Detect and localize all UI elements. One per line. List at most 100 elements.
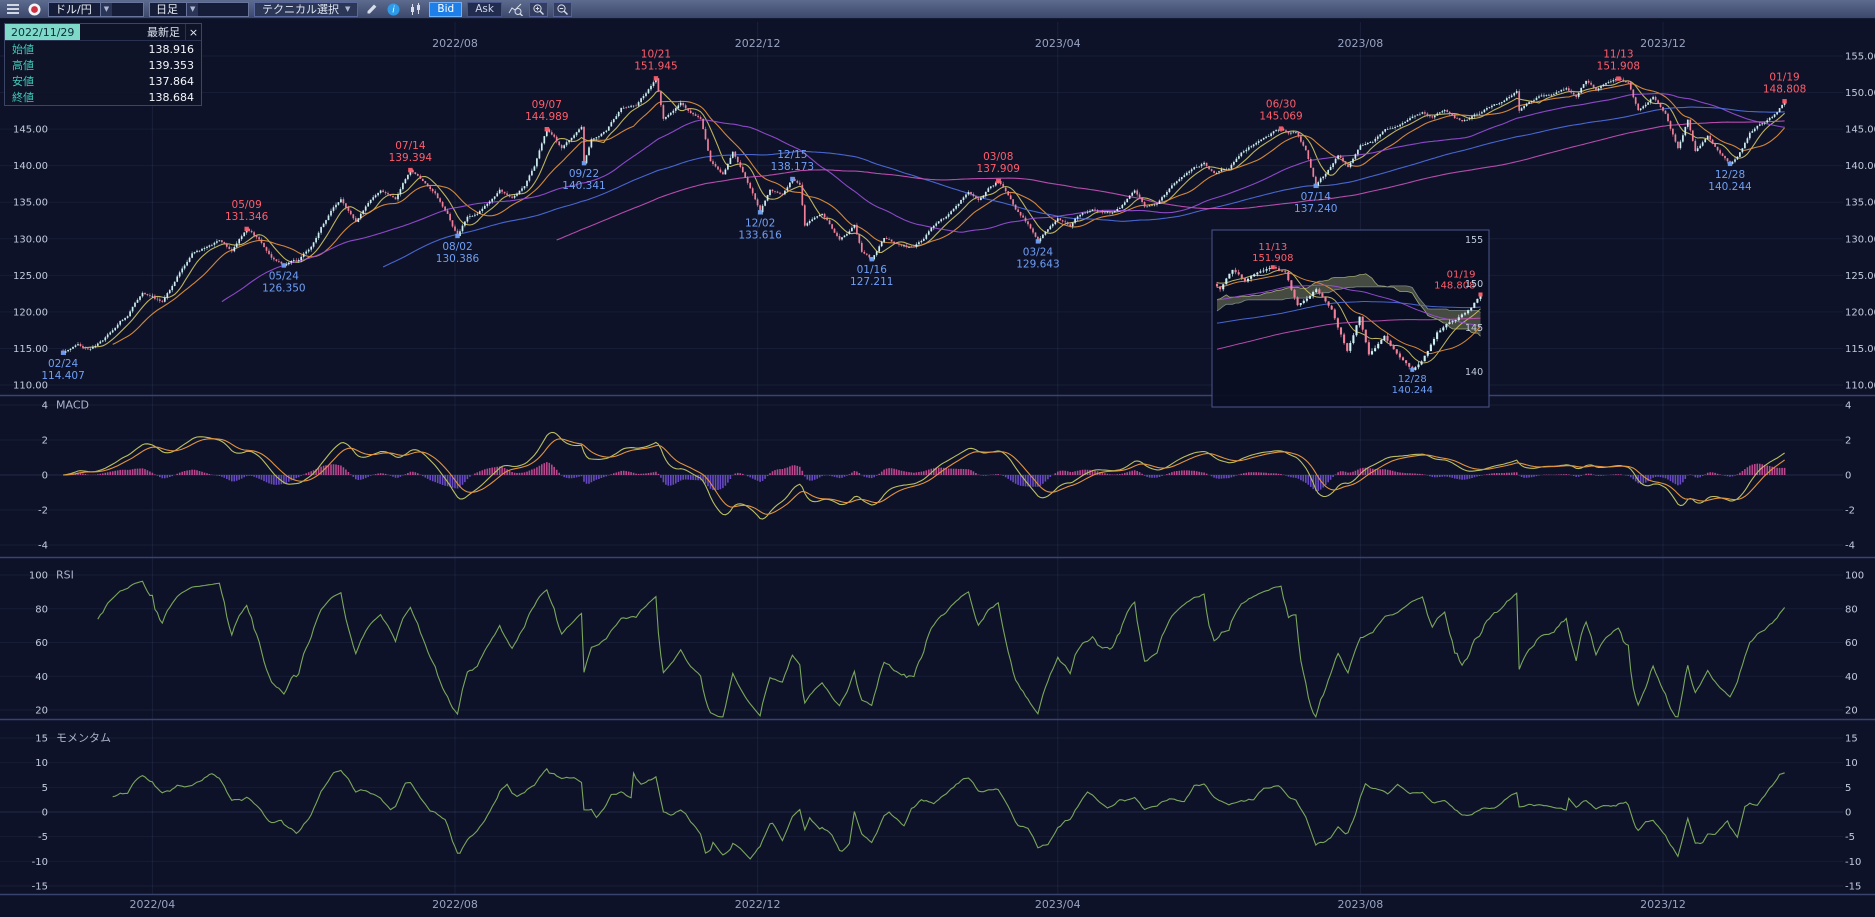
- svg-text:151.945: 151.945: [634, 60, 677, 72]
- svg-text:2022/08: 2022/08: [432, 898, 478, 911]
- svg-text:120.00: 120.00: [13, 307, 48, 318]
- svg-text:05/24: 05/24: [269, 270, 300, 282]
- date-field[interactable]: 2022/11/29: [5, 24, 81, 40]
- svg-text:140.00: 140.00: [13, 161, 48, 172]
- open-value: 138.916: [148, 42, 195, 56]
- info-panel-header: 2022/11/29 最新足 ×: [5, 24, 201, 41]
- momentum-panel: [112, 767, 1785, 860]
- high-value: 139.353: [148, 58, 195, 72]
- menu-icon[interactable]: [4, 2, 21, 17]
- chevron-down-icon: ▼: [99, 2, 113, 16]
- svg-text:-10: -10: [32, 857, 48, 868]
- chart-zoom-icon[interactable]: [507, 2, 524, 17]
- svg-text:151.908: 151.908: [1597, 61, 1640, 73]
- svg-text:145.00: 145.00: [1845, 125, 1875, 136]
- svg-text:-15: -15: [32, 881, 48, 892]
- zoom-out-icon[interactable]: [552, 1, 572, 17]
- svg-text:60: 60: [35, 638, 48, 649]
- bid-toggle-button[interactable]: Bid: [429, 1, 463, 17]
- svg-text:-5: -5: [38, 832, 48, 843]
- svg-text:12/02: 12/02: [745, 217, 775, 229]
- svg-text:133.616: 133.616: [738, 229, 782, 241]
- svg-text:110.00: 110.00: [13, 381, 48, 392]
- svg-text:150.00: 150.00: [1845, 88, 1875, 99]
- svg-text:145: 145: [1465, 323, 1483, 334]
- svg-text:2022/08: 2022/08: [432, 37, 478, 50]
- macd-panel: [63, 431, 1786, 520]
- info-icon[interactable]: i: [385, 2, 402, 17]
- svg-text:151.908: 151.908: [1252, 253, 1293, 264]
- svg-text:126.350: 126.350: [262, 282, 305, 294]
- svg-text:115.00: 115.00: [1845, 344, 1875, 355]
- svg-text:131.346: 131.346: [225, 211, 269, 223]
- svg-text:80: 80: [1845, 604, 1858, 615]
- svg-text:01/19: 01/19: [1447, 269, 1476, 280]
- candlesticks: [62, 76, 1786, 356]
- svg-text:09/07: 09/07: [532, 99, 562, 111]
- close-row: 終値 138.684: [5, 89, 201, 105]
- svg-text:12/28: 12/28: [1715, 169, 1745, 181]
- svg-text:5: 5: [42, 783, 48, 794]
- svg-text:2023/08: 2023/08: [1338, 37, 1384, 50]
- svg-text:140.00: 140.00: [1845, 161, 1875, 172]
- zoom-in-icon[interactable]: [528, 1, 548, 17]
- svg-text:137.240: 137.240: [1294, 203, 1337, 215]
- chevron-down-icon: ▼: [186, 2, 199, 16]
- svg-text:137.909: 137.909: [977, 163, 1020, 175]
- svg-text:100: 100: [1845, 571, 1864, 582]
- svg-text:114.407: 114.407: [41, 370, 84, 382]
- svg-text:130.00: 130.00: [1845, 234, 1875, 245]
- draw-pencil-icon[interactable]: [363, 2, 380, 17]
- svg-text:144.989: 144.989: [525, 111, 568, 123]
- rsi-panel: [97, 580, 1786, 719]
- svg-text:03/08: 03/08: [983, 151, 1013, 163]
- svg-text:-10: -10: [1845, 857, 1861, 868]
- svg-text:130.386: 130.386: [436, 253, 480, 265]
- svg-text:15: 15: [35, 734, 48, 745]
- svg-text:129.643: 129.643: [1016, 258, 1059, 270]
- svg-text:110.00: 110.00: [1845, 381, 1875, 392]
- svg-text:135.00: 135.00: [13, 198, 48, 209]
- svg-text:10: 10: [1845, 758, 1858, 769]
- svg-text:140: 140: [1465, 367, 1483, 378]
- svg-text:02/24: 02/24: [48, 358, 79, 370]
- low-value: 137.864: [148, 74, 195, 88]
- svg-text:135.00: 135.00: [1845, 198, 1875, 209]
- open-label: 始値: [12, 43, 34, 56]
- svg-text:-5: -5: [1845, 832, 1855, 843]
- toolbar: ドル/円 ▼ 日足 ▼ テクニカル選択 ▼ i Bid Ask: [0, 0, 1875, 19]
- technical-select-button[interactable]: テクニカル選択 ▼: [254, 1, 359, 17]
- svg-text:-2: -2: [38, 506, 48, 517]
- currency-pair-label: ドル/円: [55, 3, 92, 16]
- svg-text:140.244: 140.244: [1708, 181, 1752, 193]
- svg-text:-4: -4: [1845, 541, 1855, 552]
- svg-text:4: 4: [1845, 401, 1851, 412]
- low-row: 安値 137.864: [5, 73, 201, 89]
- svg-text:0: 0: [1845, 471, 1851, 482]
- svg-text:i: i: [393, 5, 396, 15]
- svg-text:11/13: 11/13: [1603, 49, 1633, 61]
- pair-flag-icon: [26, 2, 43, 17]
- svg-text:MACD: MACD: [56, 399, 89, 412]
- timeframe-select[interactable]: 日足 ▼: [149, 1, 249, 17]
- svg-text:125.00: 125.00: [1845, 271, 1875, 282]
- svg-text:148.808: 148.808: [1763, 83, 1806, 95]
- close-icon[interactable]: ×: [185, 24, 201, 40]
- svg-text:145.00: 145.00: [13, 125, 48, 136]
- latest-bar-button[interactable]: 最新足: [147, 26, 180, 39]
- svg-text:-4: -4: [38, 541, 48, 552]
- close-value: 138.684: [148, 90, 195, 104]
- svg-text:60: 60: [1845, 638, 1858, 649]
- svg-text:4: 4: [42, 401, 48, 412]
- moving-average-lines: [82, 80, 1786, 349]
- currency-pair-select[interactable]: ドル/円 ▼: [48, 1, 144, 17]
- ask-toggle-button[interactable]: Ask: [467, 1, 502, 17]
- svg-text:03/24: 03/24: [1023, 246, 1054, 258]
- svg-text:0: 0: [42, 471, 48, 482]
- candlestick-chart-icon[interactable]: [407, 2, 424, 17]
